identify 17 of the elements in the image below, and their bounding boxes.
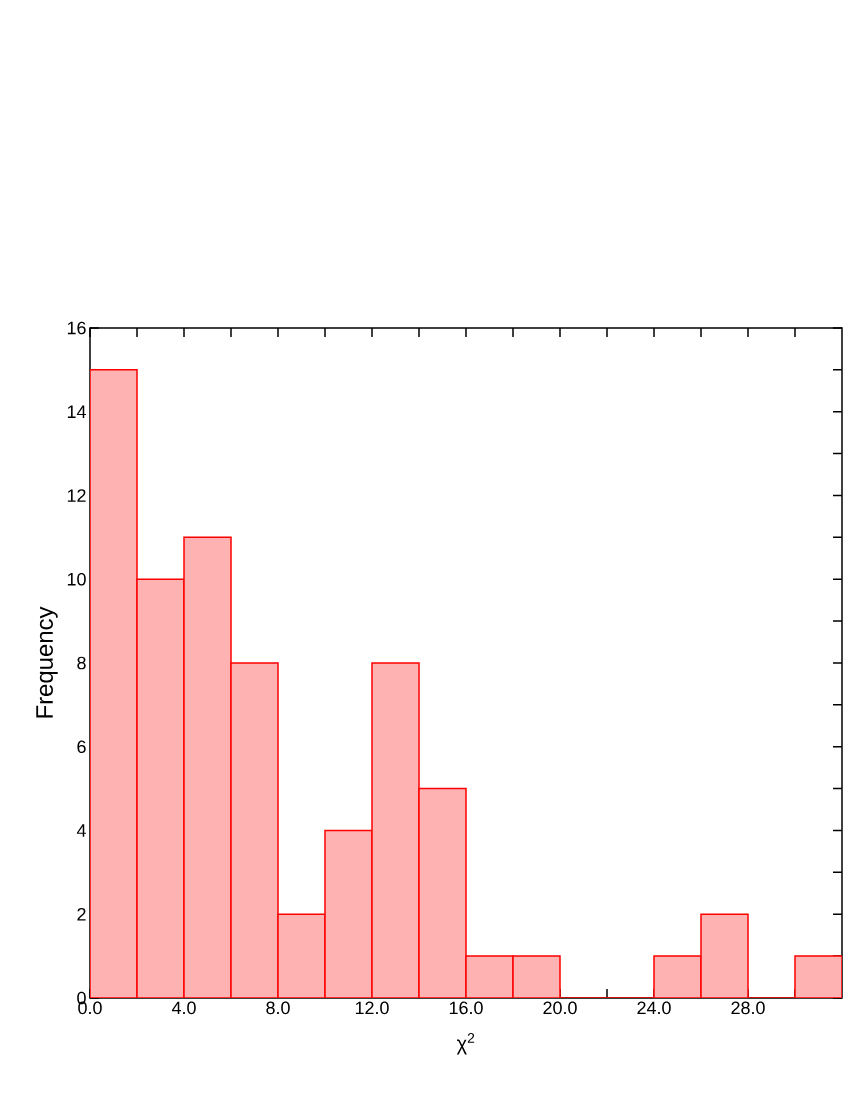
x-axis-title: χ$^{2}$	[456, 1033, 475, 1055]
x-tick-label: 28.0	[731, 1001, 765, 1015]
y-tick-label: 6	[77, 740, 86, 754]
y-tick-label: 10	[67, 572, 86, 586]
y-tick-label: 16	[67, 321, 86, 335]
x-tick-label: 8.0	[266, 1001, 290, 1015]
y-tick-label: 4	[76, 824, 86, 837]
x-tick-label: 4.0	[171, 1001, 196, 1015]
x-tick-label: 12.0	[355, 1001, 389, 1015]
y-tick-label: 2	[77, 907, 86, 921]
x-tick-label: 16.0	[449, 1001, 483, 1015]
y-tick-label: 8	[77, 656, 86, 670]
y-tick-label: 14	[67, 405, 86, 418]
x-tick-label: 20.0	[543, 1001, 577, 1015]
y-axis-title: Frequency	[36, 606, 58, 718]
y-tick-label: 12	[67, 489, 86, 502]
x-tick-label: 24.0	[637, 1001, 671, 1015]
